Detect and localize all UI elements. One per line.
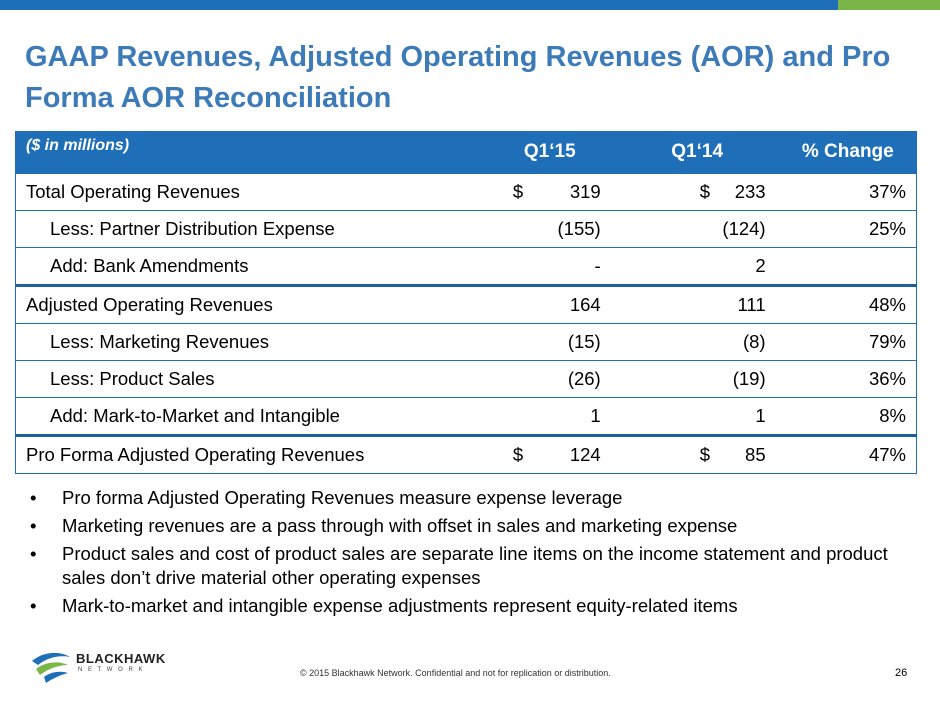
currency-symbol: $ [699,181,711,202]
row-label: Less: Product Sales [15,360,485,398]
row-q115-value: (26) [484,360,615,398]
table-row: Total Operating Revenues $319 $233 37% [15,173,917,211]
row-q114-value: 2 [614,247,780,286]
reconciliation-table: ($ in millions) Q1‘15 Q1‘14 % Change Tot… [15,131,917,474]
page-number: 26 [895,667,908,679]
header-q114: Q1‘14 [614,131,780,174]
table-header-row: ($ in millions) Q1‘15 Q1‘14 % Change [15,131,917,174]
header-pct-change: % Change [779,131,917,174]
row-pct-value: 79% [779,323,917,361]
header-q115: Q1‘15 [484,131,615,174]
row-pct-value: 25% [779,210,917,248]
row-label: Add: Mark-to-Market and Intangible [15,397,485,436]
bullet-item: • Mark-to-market and intangible expense a… [30,595,738,616]
top-bar-green [838,0,940,10]
logo-tagline: N E T W O R K [78,667,145,673]
row-q114-value: 1 [614,397,780,436]
row-q115-value: 1 [484,397,615,436]
row-q114-value: 111 [614,284,780,324]
currency-symbol: $ [512,444,524,465]
table-row: Less: Marketing Revenues (15) (8) 79% [15,323,917,361]
blackhawk-logo: BLACKHAWK N E T W O R K [30,647,180,685]
row-q115-value: $124 [484,434,615,474]
table-row: Add: Mark-to-Market and Intangible 1 1 8… [15,397,917,436]
row-q115-value: $319 [484,173,615,211]
row-q115-value: - [484,247,615,286]
row-q115-value: 164 [484,284,615,324]
row-q114-value: (19) [614,360,780,398]
row-label: Total Operating Revenues [15,173,485,211]
table-row: Add: Bank Amendments - 2 [15,247,917,286]
bullet-item: • Pro forma Adjusted Operating Revenues m… [30,487,623,508]
bullet-marker: • [30,543,37,564]
bullet-item: • Product sales and cost of product sales… [30,543,888,588]
row-q114-value: $85 [614,434,780,474]
bullet-marker: • [30,487,37,508]
row-label: Pro Forma Adjusted Operating Revenues [15,434,485,474]
bullet-marker: • [30,515,37,536]
row-pct-value: 8% [779,397,917,436]
footer-copyright: © 2015 Blackhawk Network. Confidential a… [300,668,611,678]
top-bar-blue [0,0,838,10]
slide-title: GAAP Revenues, Adjusted Operating Revenu… [25,41,891,114]
row-label: Less: Partner Distribution Expense [15,210,485,248]
row-pct-value [779,247,917,286]
table-row: Adjusted Operating Revenues 164 111 48% [15,284,917,324]
row-q114-value: (124) [614,210,780,248]
row-q114-value: (8) [614,323,780,361]
currency-symbol: $ [512,181,524,202]
row-label: Add: Bank Amendments [15,247,485,286]
header-units-label: ($ in millions) [15,131,485,174]
bullet-list: • Pro forma Adjusted Operating Revenues m… [22,486,922,622]
bullet-item: • Marketing revenues are a pass through w… [30,515,738,536]
currency-symbol: $ [699,444,711,465]
top-accent-bar [0,0,940,10]
row-pct-value: 47% [779,434,917,474]
row-q114-value: $233 [614,173,780,211]
logo-wordmark: BLACKHAWK [76,651,166,666]
table-row: Pro Forma Adjusted Operating Revenues $1… [15,434,917,474]
row-label: Less: Marketing Revenues [15,323,485,361]
row-q115-value: (15) [484,323,615,361]
bullet-marker: • [30,595,37,616]
row-label: Adjusted Operating Revenues [15,284,485,324]
table-row: Less: Product Sales (26) (19) 36% [15,360,917,398]
row-q115-value: (155) [484,210,615,248]
row-pct-value: 48% [779,284,917,324]
row-pct-value: 37% [779,173,917,211]
table-row: Less: Partner Distribution Expense (155)… [15,210,917,248]
hawk-swoosh-icon [32,652,70,683]
row-pct-value: 36% [779,360,917,398]
